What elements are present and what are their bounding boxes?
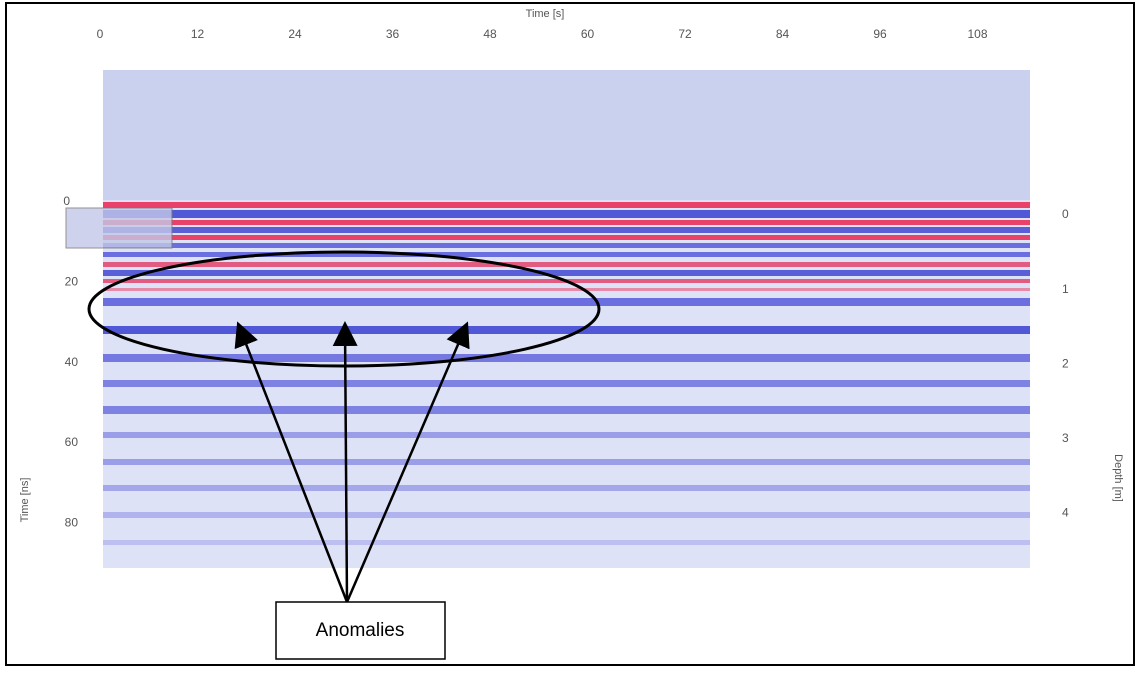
y2-tick-label: 2: [1062, 356, 1069, 370]
anomaly-ellipse: [87, 250, 601, 368]
x-tick-label: 48: [483, 27, 497, 41]
y2-tick-label: 0: [1062, 207, 1069, 221]
axis-title: Depth [m]: [1112, 454, 1124, 502]
axis-title: Time [s]: [526, 8, 565, 20]
radargram: [65, 70, 1030, 568]
x-tick-label: 60: [581, 27, 595, 41]
axis-title: Time [ns]: [19, 478, 31, 523]
x-tick-label: 24: [288, 27, 302, 41]
x-tick-label: 36: [386, 27, 400, 41]
y2-tick-label: 3: [1062, 431, 1069, 445]
y2-tick-label: 1: [1062, 282, 1069, 296]
x-tick-label: 0: [97, 27, 104, 41]
arrows: [234, 321, 470, 603]
y2-tick-label: 4: [1062, 506, 1069, 520]
x-tick-label: 72: [678, 27, 692, 41]
x-tick-label: 108: [967, 27, 987, 41]
annotation-box: [275, 601, 446, 660]
y-tick-label: 80: [65, 515, 79, 529]
x-tick-label: 12: [191, 27, 205, 41]
y-tick-label: 60: [65, 435, 79, 449]
y-tick-label: 40: [65, 355, 79, 369]
y-tick-label: 0: [63, 194, 70, 208]
annotation: Anomalies: [316, 620, 405, 641]
x-tick-label: 96: [873, 27, 887, 41]
y-tick-label: 20: [65, 274, 79, 288]
x-tick-label: 84: [776, 27, 790, 41]
